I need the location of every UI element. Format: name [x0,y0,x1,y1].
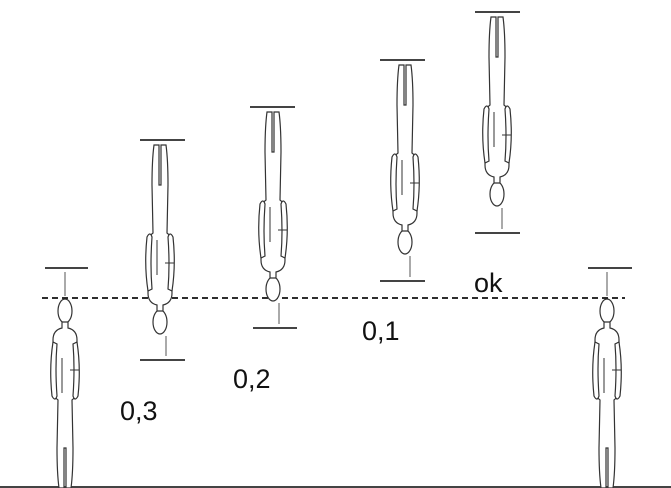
standing-figure [588,267,632,488]
inverted-figure [380,59,425,282]
inverted-figure [140,139,185,361]
inverted-figure [250,106,297,329]
standing-figure [45,267,88,488]
label: 0,3 [120,396,158,426]
label: ok [474,268,503,298]
label: 0,2 [233,364,271,394]
inverted-figure [475,11,520,234]
label: 0,1 [362,316,400,346]
